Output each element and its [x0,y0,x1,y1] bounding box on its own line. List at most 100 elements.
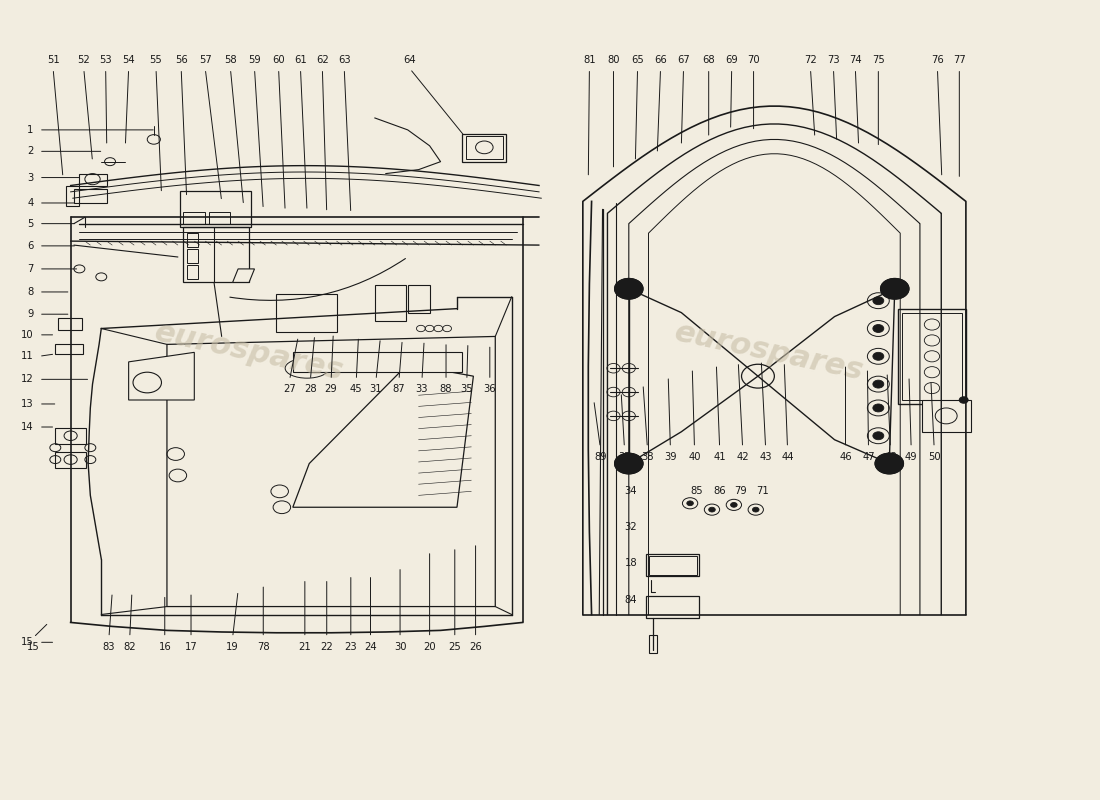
Text: 60: 60 [273,54,285,65]
Bar [408,285,430,313]
Text: 32: 32 [625,522,637,532]
Text: 23: 23 [344,642,358,652]
Text: 38: 38 [641,452,653,462]
Text: 54: 54 [122,54,135,65]
Circle shape [686,501,693,506]
Text: 15: 15 [21,638,33,647]
Text: 36: 36 [484,384,496,394]
Text: 24: 24 [364,642,377,652]
Text: 53: 53 [99,54,112,65]
Text: 40: 40 [689,452,701,462]
Text: 67: 67 [678,54,690,65]
Text: 88: 88 [440,384,452,394]
Bar [187,233,198,247]
Text: 17: 17 [185,642,197,652]
Text: 26: 26 [470,642,482,652]
Text: 72: 72 [804,54,817,65]
Bar [55,452,86,467]
Text: 73: 73 [827,54,839,65]
Circle shape [873,325,883,333]
Bar [898,309,966,404]
Text: 39: 39 [664,452,676,462]
Polygon shape [293,364,473,507]
Bar [647,554,698,576]
Text: 64: 64 [404,54,416,65]
Text: 41: 41 [713,452,726,462]
Text: 22: 22 [320,642,333,652]
Text: 50: 50 [927,452,940,462]
Text: 9: 9 [28,309,33,319]
Text: 83: 83 [102,642,116,652]
Text: 34: 34 [625,486,637,496]
Text: 75: 75 [872,54,884,65]
Text: 42: 42 [736,452,749,462]
Circle shape [873,404,883,412]
Text: 71: 71 [756,486,769,496]
Bar [184,227,249,282]
Text: 89: 89 [594,452,607,462]
Circle shape [615,454,644,474]
Text: 3: 3 [28,173,33,182]
Text: 2: 2 [28,146,33,156]
Text: 78: 78 [257,642,270,652]
Bar [209,212,230,224]
Polygon shape [232,269,254,282]
Polygon shape [167,337,495,606]
Text: 82: 82 [123,642,136,652]
Text: 13: 13 [21,399,33,409]
Text: 77: 77 [953,54,966,65]
Text: 6: 6 [28,241,33,251]
Text: 68: 68 [703,54,715,65]
Circle shape [708,507,715,512]
Text: 62: 62 [316,54,329,65]
Text: 43: 43 [759,452,772,462]
Text: 51: 51 [46,54,59,65]
Bar [462,134,506,162]
Text: 27: 27 [283,384,296,394]
Bar [375,285,406,321]
Text: 18: 18 [625,558,637,568]
Text: 69: 69 [725,54,738,65]
Text: 80: 80 [607,54,619,65]
Text: 7: 7 [28,264,33,274]
Text: 81: 81 [583,54,596,65]
Bar [187,249,198,263]
Bar [57,318,81,330]
Text: 49: 49 [905,452,917,462]
Circle shape [873,297,883,305]
Polygon shape [293,352,462,372]
Text: 37: 37 [618,452,630,462]
Text: 5: 5 [28,218,33,229]
Text: 45: 45 [350,384,363,394]
Text: 16: 16 [158,642,172,652]
Bar [187,265,198,279]
Text: 31: 31 [370,384,383,394]
Text: 48: 48 [884,452,896,462]
Text: 20: 20 [424,642,436,652]
Bar [922,400,971,432]
Bar [55,344,82,354]
Bar [74,189,107,203]
Text: 47: 47 [862,452,874,462]
Text: 55: 55 [150,54,163,65]
Text: 12: 12 [21,374,33,384]
Text: 56: 56 [175,54,187,65]
Bar [902,313,961,400]
Text: 1: 1 [28,125,33,135]
Text: 58: 58 [224,54,236,65]
Text: 65: 65 [631,54,644,65]
Text: 84: 84 [625,595,637,605]
Bar [55,428,86,444]
Circle shape [880,278,909,299]
Circle shape [752,507,759,512]
Text: 46: 46 [839,452,851,462]
Text: 35: 35 [461,384,473,394]
Circle shape [876,454,903,474]
Text: 4: 4 [28,198,33,208]
Circle shape [730,502,737,507]
Text: 59: 59 [249,54,261,65]
Text: 19: 19 [227,642,239,652]
Text: 30: 30 [394,642,406,652]
Circle shape [873,380,883,388]
Bar [465,136,503,159]
